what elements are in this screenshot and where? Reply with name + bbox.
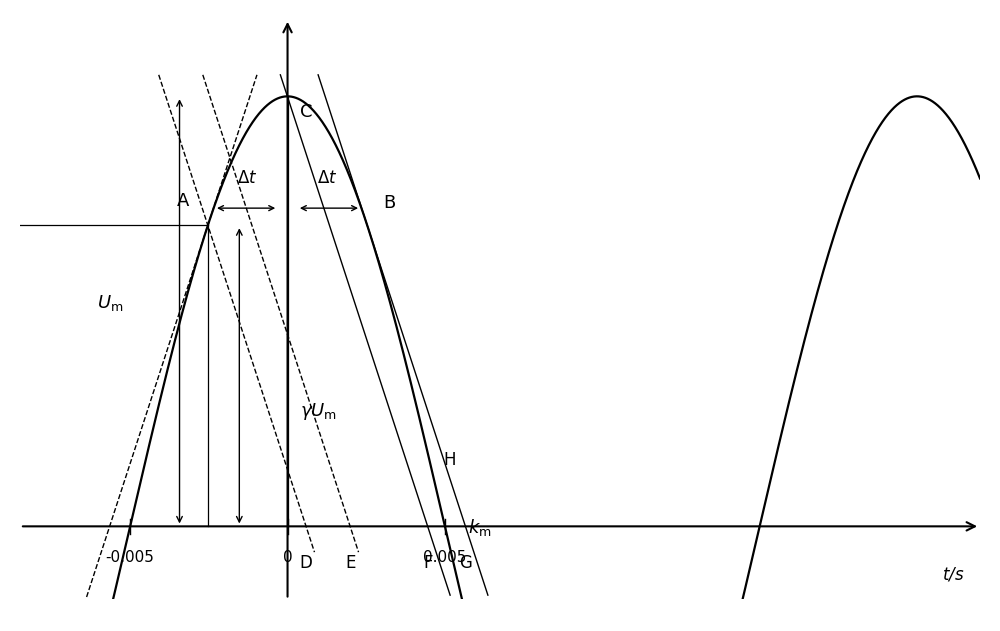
Text: C: C: [300, 103, 313, 121]
Text: H: H: [443, 451, 456, 469]
Text: A: A: [177, 192, 189, 210]
Text: $U_{\rm m}$: $U_{\rm m}$: [97, 293, 123, 313]
Text: $k_{\rm m}$: $k_{\rm m}$: [468, 517, 492, 538]
Text: $\Delta t$: $\Delta t$: [237, 168, 258, 187]
Text: B: B: [383, 194, 395, 213]
Text: G: G: [459, 554, 472, 572]
Text: $\Delta t$: $\Delta t$: [317, 168, 338, 187]
Text: $t$/s: $t$/s: [942, 565, 964, 583]
Text: 0: 0: [283, 550, 292, 565]
Text: 0.005: 0.005: [423, 550, 467, 565]
Text: -0.005: -0.005: [106, 550, 155, 565]
Text: $\gamma U_{\rm m}$: $\gamma U_{\rm m}$: [300, 401, 337, 423]
Text: D: D: [300, 554, 312, 572]
Text: F: F: [423, 554, 432, 572]
Text: E: E: [345, 554, 355, 572]
